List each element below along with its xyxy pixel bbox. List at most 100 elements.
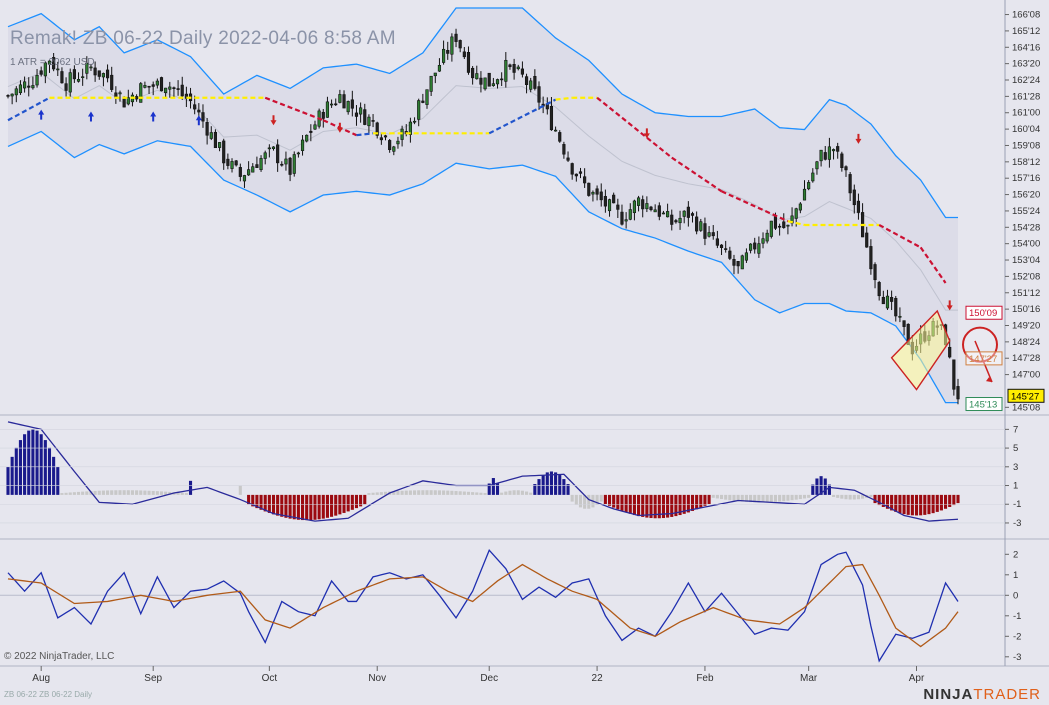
- high-mark-label-box: [965, 305, 1003, 320]
- candle-body: [520, 68, 524, 75]
- momentum-bar: [271, 494, 276, 515]
- candle-body: [778, 225, 782, 228]
- momentum-bar: [944, 494, 948, 509]
- momentum-bar: [367, 493, 371, 495]
- candle-body: [81, 76, 85, 79]
- candle-body: [159, 77, 164, 92]
- candle-body: [64, 83, 68, 91]
- candle-body: [466, 52, 471, 73]
- last-price-label-box: [1007, 388, 1045, 403]
- momentum-bar: [894, 494, 898, 512]
- momentum-bar: [711, 494, 715, 498]
- momentum-bar: [18, 440, 22, 495]
- candle-body: [769, 220, 773, 237]
- momentum-bar: [910, 494, 914, 516]
- momentum-bar: [939, 494, 943, 511]
- candle-body: [757, 243, 761, 254]
- momentum-bar: [31, 429, 35, 495]
- candle-body: [612, 194, 616, 204]
- candle-body: [607, 199, 612, 212]
- candle-body: [412, 120, 417, 123]
- momentum-bar: [537, 479, 541, 495]
- candle-body: [446, 50, 450, 54]
- momentum-bar: [786, 494, 790, 501]
- candle-body: [558, 132, 562, 142]
- time-tick-label: Sep: [144, 673, 162, 684]
- candle-body: [869, 246, 873, 270]
- candle-body: [238, 167, 242, 177]
- momentum-bar: [338, 494, 342, 515]
- time-tick-label: Apr: [909, 673, 925, 684]
- candle-body: [699, 221, 703, 231]
- momentum-bar: [188, 480, 193, 495]
- candle-body: [624, 219, 628, 222]
- candle-body: [475, 73, 479, 80]
- momentum-bar: [703, 494, 707, 506]
- mid-mark-label: 147'27: [969, 354, 997, 365]
- last-price-label: 145'27: [1011, 391, 1039, 402]
- momentum-bar: [861, 494, 865, 499]
- momentum-bar: [300, 494, 305, 521]
- momentum-bar: [529, 492, 533, 495]
- candle-body: [97, 70, 101, 77]
- momentum-bar: [719, 494, 724, 500]
- momentum-bar: [466, 491, 471, 495]
- candle-body: [342, 94, 346, 109]
- momentum-bar: [317, 494, 321, 520]
- mid-mark-label-box: [965, 351, 1003, 366]
- candle-body: [89, 66, 93, 69]
- candle-body: [193, 104, 197, 110]
- momentum-bar: [458, 491, 462, 495]
- momentum-bar: [744, 494, 748, 502]
- momentum-bar: [14, 447, 18, 495]
- candle-body: [566, 157, 570, 161]
- candle-body: [471, 67, 475, 79]
- momentum-bar: [840, 494, 844, 499]
- candle-body: [504, 59, 508, 82]
- momentum-bar: [607, 494, 612, 506]
- candle-body: [255, 164, 259, 168]
- momentum-bar: [495, 483, 500, 495]
- candle-body: [251, 166, 255, 173]
- candle-body: [794, 208, 798, 219]
- candle-body: [209, 132, 213, 139]
- candle-body: [101, 73, 105, 78]
- momentum-tick-label: -1: [1013, 499, 1021, 510]
- candle-body: [678, 217, 682, 224]
- momentum-bar: [632, 494, 636, 516]
- candle-body: [18, 84, 23, 94]
- candle-body: [52, 57, 56, 70]
- momentum-bar: [923, 494, 927, 515]
- momentum-bar: [815, 478, 819, 495]
- momentum-tick-label: 7: [1013, 424, 1018, 435]
- sell-signal-arrow: [946, 300, 953, 311]
- candle-body: [359, 107, 363, 115]
- momentum-bar: [6, 466, 10, 495]
- price-tick-label: 158'12: [1012, 157, 1040, 168]
- momentum-bar: [276, 494, 280, 516]
- candle-body: [661, 212, 666, 215]
- candle-body: [284, 158, 288, 165]
- momentum-bar: [421, 490, 425, 495]
- momentum-bar: [620, 494, 624, 511]
- momentum-bar: [101, 490, 105, 495]
- momentum-bar: [570, 494, 574, 502]
- candle-body: [47, 60, 52, 65]
- candle-body: [952, 359, 956, 390]
- momentum-bar: [72, 492, 76, 495]
- momentum-bar: [811, 484, 815, 495]
- momentum-bar: [267, 494, 271, 513]
- candle-body: [222, 140, 226, 164]
- momentum-bar: [39, 434, 43, 495]
- momentum-bar: [690, 494, 695, 511]
- candle-body: [773, 216, 778, 229]
- candle-body: [877, 282, 881, 297]
- oscillator-slow-line: [7, 563, 959, 648]
- candle-body: [330, 103, 334, 106]
- price-tick-label: 145'08: [1012, 402, 1040, 413]
- sell-signal-arrow: [270, 115, 277, 126]
- momentum-bar: [81, 491, 85, 495]
- candle-body: [271, 146, 276, 149]
- momentum-bar: [558, 475, 562, 495]
